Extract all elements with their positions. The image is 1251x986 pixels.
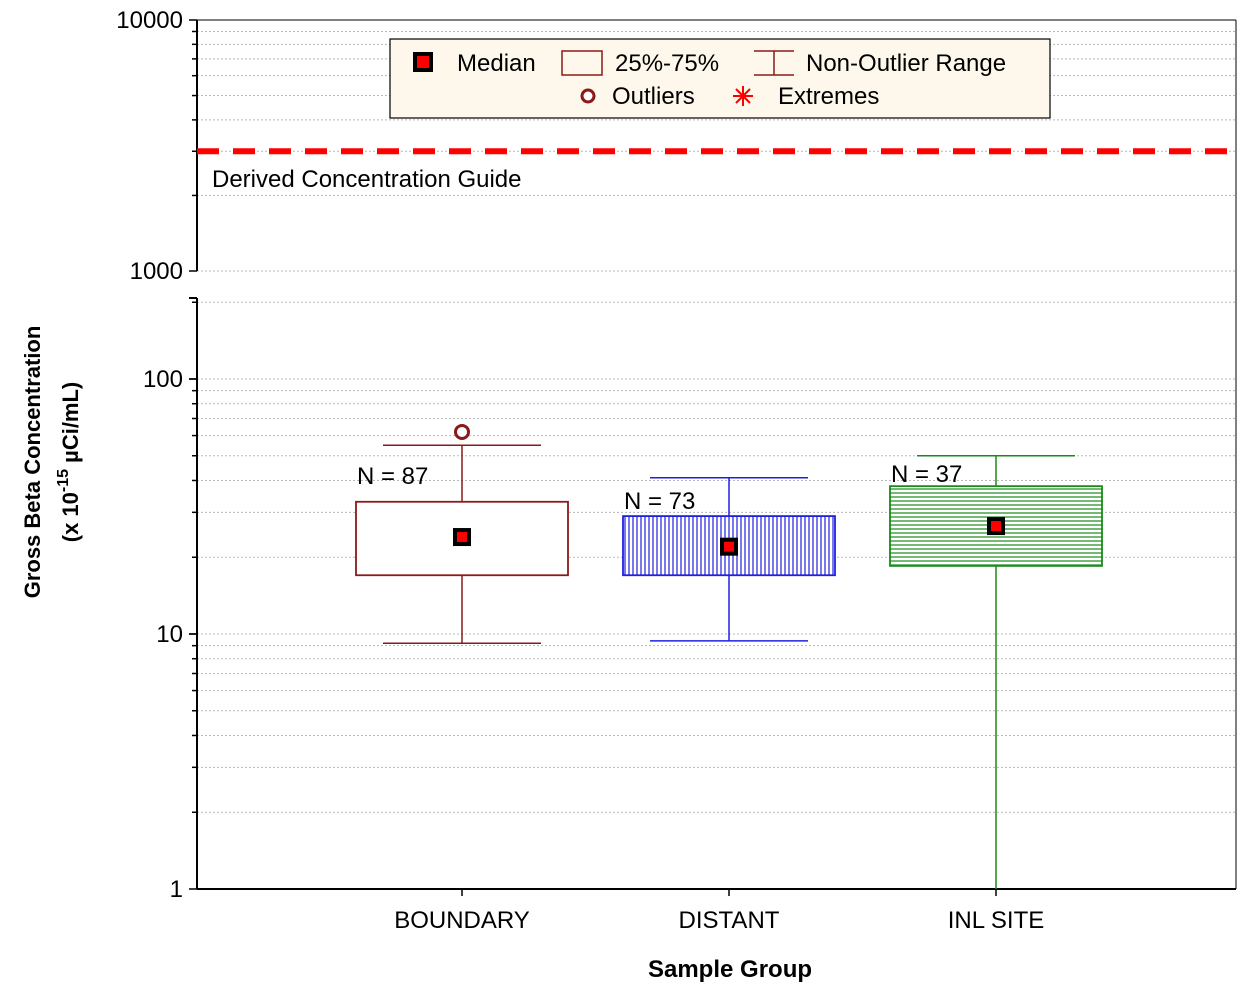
- y-tick-label: 1000: [130, 258, 183, 285]
- y-axis-title-exponent: -15: [55, 469, 72, 492]
- legend-range-label: Non-Outlier Range: [806, 50, 1006, 77]
- n-label: N = 87: [357, 463, 428, 490]
- reference-line-label: Derived Concentration Guide: [212, 166, 522, 193]
- n-label: N = 73: [624, 488, 695, 515]
- legend-box: [389, 38, 1051, 119]
- y-tick-label: 10: [156, 621, 183, 648]
- x-tick-label: DISTANT: [679, 907, 780, 934]
- y-tick-label: 10000: [116, 7, 183, 34]
- x-axis-title: Sample Group: [648, 956, 812, 983]
- legend-median-swatch: [413, 52, 433, 72]
- box-plots: N = 87 N = 73 N = 37: [355, 423, 1103, 889]
- legend-box-swatch: [561, 50, 603, 76]
- legend-outliers-label: Outliers: [612, 83, 695, 110]
- legend-median-label: Median: [457, 50, 536, 77]
- legend-extreme-swatch: [733, 86, 753, 106]
- legend: Median 25%-75% Non-Outlier Range Outlier…: [389, 38, 1051, 119]
- y-axis-title-prefix: (x 10: [58, 492, 83, 542]
- y-axis-title-suffix: µCi/mL): [58, 382, 83, 469]
- legend-extremes-label: Extremes: [778, 83, 879, 110]
- median-marker: [987, 517, 1005, 536]
- legend-outlier-swatch: [580, 88, 596, 104]
- y-axis-title-line2: (x 10-15 µCi/mL): [55, 382, 83, 543]
- legend-range-swatch: [754, 50, 794, 76]
- y-axis-title: Gross Beta Concentration (x 10-15 µCi/mL…: [20, 326, 83, 599]
- reference-line-group: Derived Concentration Guide: [197, 148, 1236, 193]
- box-plot-distant: N = 73: [622, 476, 836, 642]
- y-axis-title-line1: Gross Beta Concentration: [20, 326, 45, 599]
- median-marker: [720, 537, 738, 556]
- y-tick-label: 100: [143, 366, 183, 393]
- legend-box-label: 25%-75%: [615, 50, 719, 77]
- n-label: N = 37: [891, 461, 962, 488]
- median-marker: [453, 528, 471, 547]
- box-plot-boundary: N = 87: [355, 423, 569, 644]
- x-tick-label: BOUNDARY: [394, 907, 530, 934]
- box-plot-inl-site: N = 37: [889, 455, 1103, 889]
- outlier-point: [454, 423, 470, 440]
- axes: 1 10 100 1000 10000 BOUNDARY DISTANT INL SITE: [116, 7, 1237, 934]
- x-tick-label: INL SITE: [948, 907, 1044, 934]
- y-tick-label: 1: [170, 876, 183, 903]
